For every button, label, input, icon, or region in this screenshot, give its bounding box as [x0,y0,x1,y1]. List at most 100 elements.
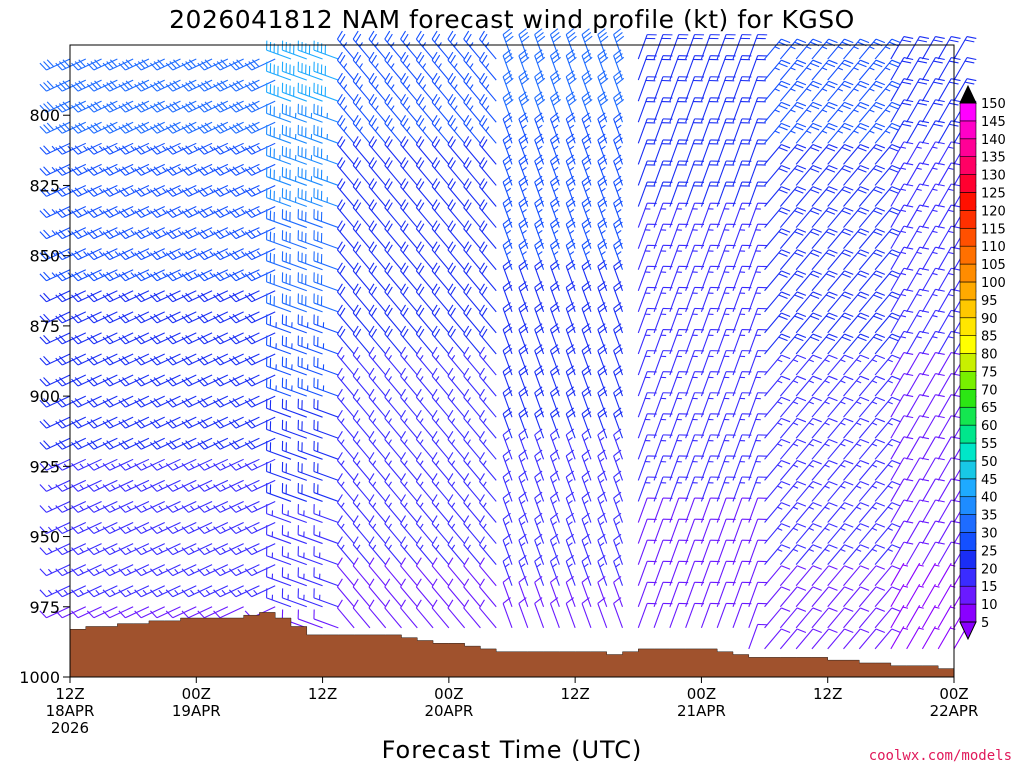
barb-feather [236,80,244,89]
wind-barb [165,437,197,450]
wind-barb [39,142,71,155]
barb-half-feather [146,230,151,235]
barb-staff [77,543,102,556]
wind-barb [71,437,102,450]
barb-feather [197,399,205,408]
barb-feather [58,250,67,259]
wind-barb [213,142,244,155]
barb-half-feather [79,526,84,532]
barb-staff [125,206,150,218]
barb-feather [185,356,193,364]
barb-feather [216,82,225,90]
barb-staff [156,500,181,513]
wind-barb [134,416,165,429]
wind-barb [102,395,134,408]
wind-barb [86,606,118,619]
wind-barb [213,437,244,450]
barb-feather [153,398,161,406]
wind-barb [228,290,260,303]
barb-feather [248,103,256,111]
barb-feather [232,208,240,217]
barb-staff [109,606,134,619]
barb-feather [86,484,95,492]
barb-feather [71,62,79,71]
barb-staff [219,269,244,282]
barb-feather [197,147,205,155]
barb-feather [216,313,225,322]
barb-feather [169,313,177,322]
barb-feather [165,547,174,555]
barb-half-feather [256,251,262,256]
wind-barb [134,458,165,471]
wind-barb [244,248,276,261]
barb-feather [43,377,51,385]
barb-feather [150,484,158,492]
barb-staff [140,479,165,492]
barb-feather [200,313,209,322]
barb-half-feather [158,547,163,553]
barb-feather [232,313,240,322]
barb-feather [213,568,221,577]
barb-feather [55,104,63,113]
barb-staff [235,206,260,218]
barb-staff [251,353,276,366]
barb-feather [165,210,174,218]
barb-feather [181,526,189,534]
barb-feather [86,83,95,92]
barb-feather [137,124,146,132]
wind-barb [39,290,71,303]
barb-feather [220,101,228,110]
wind-barb [228,269,260,282]
barb-feather [55,547,63,555]
barb-feather [169,377,177,385]
barb-staff [204,543,229,556]
barb-half-feather [47,526,53,532]
barb-staff [93,543,118,556]
barb-feather [228,505,237,513]
barb-half-feather [126,463,132,469]
barb-feather [153,313,161,322]
barb-feather [169,356,177,364]
barb-half-feather [190,589,195,595]
barb-feather [134,547,142,555]
barb-feather [165,484,174,492]
wind-barb [71,585,102,598]
barb-feather [169,440,177,448]
barb-feather [216,440,225,448]
barb-feather [248,82,256,90]
barb-feather [102,189,110,197]
barb-feather [39,252,47,261]
barb-staff [109,437,134,450]
barb-staff [188,206,213,218]
wind-barb [213,543,244,556]
wind-barb [181,79,213,92]
barb-feather [86,294,95,303]
wind-barb [102,163,134,176]
wind-barb [86,458,118,471]
wind-barb [118,564,150,577]
barb-feather [86,505,95,513]
barb-feather [118,610,126,619]
wind-barb [181,269,213,282]
barb-feather [86,463,95,471]
wind-barb [39,374,71,387]
wind-barb [213,500,244,513]
barb-staff [235,184,260,197]
barb-feather [228,357,237,366]
barb-feather [228,526,237,534]
barb-staff [219,416,244,429]
wind-barb [102,142,134,155]
wind-barb [150,100,181,113]
barb-feather [71,357,79,366]
wind-barb [102,479,134,492]
barb-feather [122,166,130,175]
wind-barb [165,543,197,556]
barb-feather [244,336,253,345]
barb-feather [244,83,253,92]
barb-half-feather [98,251,104,256]
barb-feather [58,313,67,322]
barb-staff [93,585,118,598]
barb-staff [204,290,229,303]
barb-staff [204,206,229,218]
barb-feather [122,229,130,238]
